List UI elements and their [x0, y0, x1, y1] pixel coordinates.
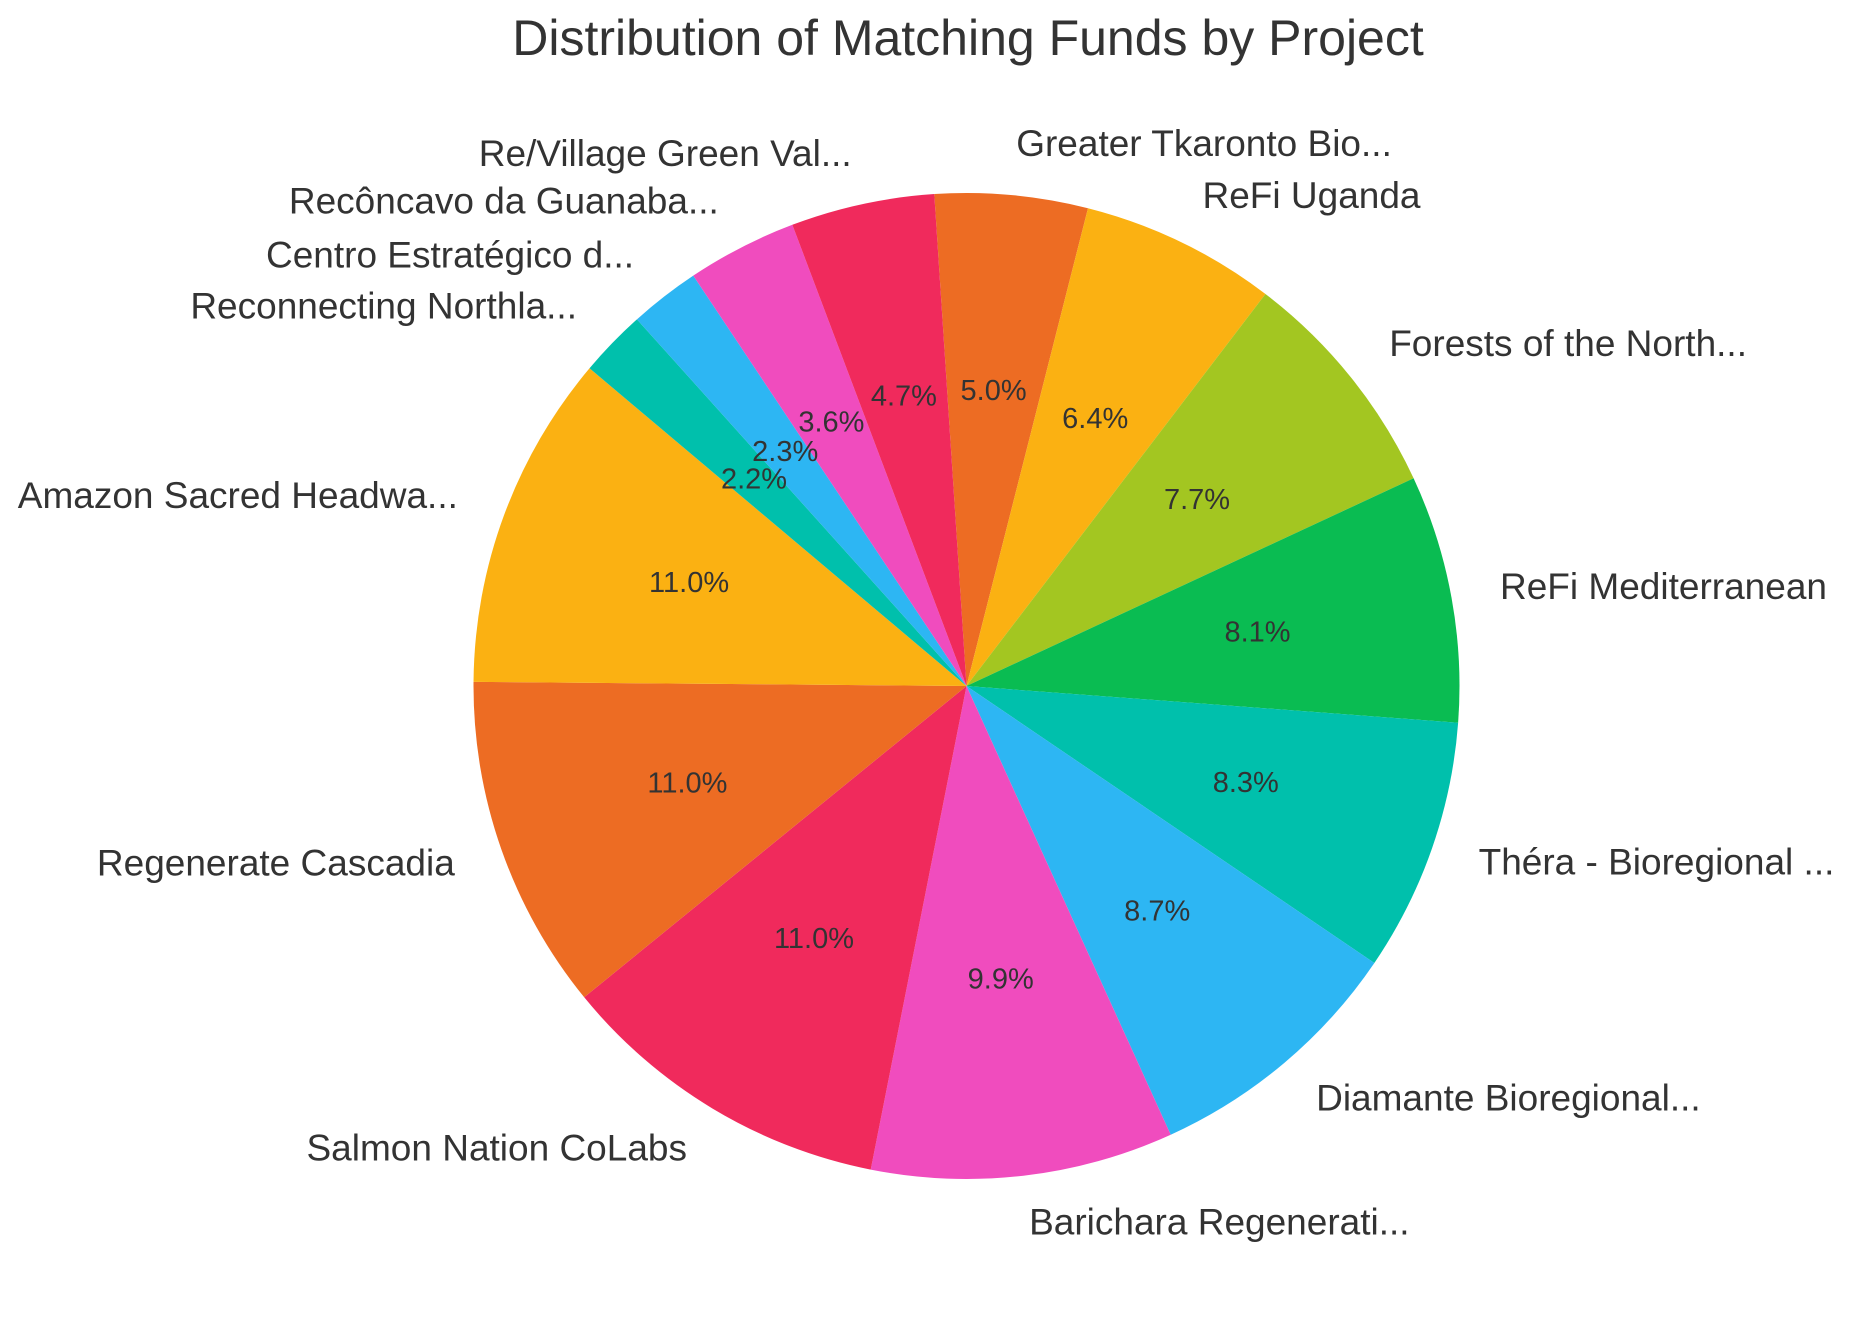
svg-text:11.0%: 11.0%: [774, 923, 854, 955]
svg-text:2.2%: 2.2%: [721, 464, 787, 496]
svg-text:8.7%: 8.7%: [1124, 896, 1190, 928]
svg-text:Diamante Bioregional...: Diamante Bioregional...: [1316, 1078, 1701, 1119]
svg-text:9.9%: 9.9%: [968, 963, 1034, 995]
svg-text:Théra - Bioregional ...: Théra - Bioregional ...: [1479, 842, 1835, 883]
svg-text:4.7%: 4.7%: [871, 380, 937, 412]
svg-text:7.7%: 7.7%: [1164, 484, 1230, 516]
svg-text:3.6%: 3.6%: [798, 406, 864, 438]
svg-text:Greater Tkaronto Bio...: Greater Tkaronto Bio...: [1016, 123, 1392, 164]
svg-text:Re/Village Green Val...: Re/Village Green Val...: [479, 133, 852, 174]
svg-text:2.3%: 2.3%: [752, 436, 818, 468]
svg-text:8.3%: 8.3%: [1213, 767, 1279, 799]
svg-text:11.0%: 11.0%: [649, 567, 729, 599]
svg-text:Amazon Sacred Headwa...: Amazon Sacred Headwa...: [18, 475, 458, 516]
svg-text:Distribution of Matching Funds: Distribution of Matching Funds by Projec…: [512, 10, 1424, 66]
svg-text:Forests of the North...: Forests of the North...: [1389, 323, 1747, 364]
svg-text:ReFi Uganda: ReFi Uganda: [1203, 175, 1421, 216]
svg-text:8.1%: 8.1%: [1224, 617, 1290, 649]
svg-text:Regenerate Cascadia: Regenerate Cascadia: [97, 843, 455, 884]
svg-text:5.0%: 5.0%: [961, 375, 1027, 407]
svg-text:Reconnecting Northla...: Reconnecting Northla...: [190, 286, 577, 327]
svg-text:Barichara Regenerati...: Barichara Regenerati...: [1029, 1202, 1409, 1243]
svg-text:6.4%: 6.4%: [1062, 403, 1128, 435]
svg-text:Recôncavo da Guanaba...: Recôncavo da Guanaba...: [289, 181, 719, 222]
svg-text:11.0%: 11.0%: [647, 767, 727, 799]
svg-text:ReFi Mediterranean: ReFi Mediterranean: [1500, 566, 1827, 607]
svg-text:Salmon Nation CoLabs: Salmon Nation CoLabs: [307, 1128, 688, 1169]
svg-text:Centro Estratégico d...: Centro Estratégico d...: [266, 235, 634, 276]
